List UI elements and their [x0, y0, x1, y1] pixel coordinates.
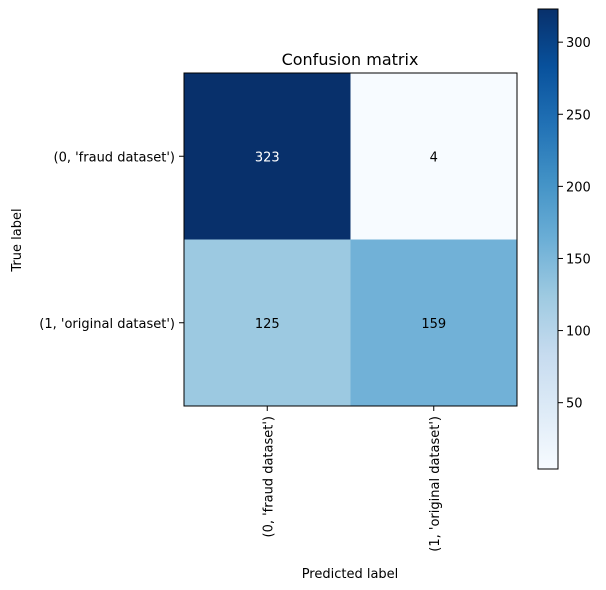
- cell-value-r1-c0: 125: [255, 317, 280, 332]
- y-tick-label: (0, 'fraud dataset'): [54, 150, 176, 165]
- chart-title: Confusion matrix: [282, 50, 419, 69]
- colorbar: [537, 8, 559, 470]
- y-axis-title: True label: [10, 208, 25, 272]
- heatmap-cell-r1-c1: [350, 239, 517, 406]
- colorbar-tick-label: 100: [566, 325, 591, 340]
- x-axis-title: Predicted label: [302, 567, 399, 582]
- heatmap-cell-r0-c0: [184, 73, 351, 240]
- cell-value-r0-c0: 323: [255, 150, 280, 165]
- heatmap-cells: [184, 73, 517, 406]
- colorbar-tick-label: 300: [566, 36, 591, 51]
- colorbar-tick-label: 200: [566, 180, 591, 195]
- cell-value-r0-c1: 4: [430, 150, 438, 165]
- y-tick-label: (1, 'original dataset'): [39, 317, 175, 332]
- x-tick-label: (0, 'fraud dataset'): [261, 416, 276, 538]
- x-ticks: (0, 'fraud dataset') (1, 'original datase…: [261, 406, 443, 552]
- heatmap-cell-r0-c1: [350, 73, 517, 240]
- y-ticks: (0, 'fraud dataset') (1, 'original datase…: [39, 150, 184, 332]
- colorbar-tick-label: 250: [566, 108, 591, 123]
- colorbar-tick-label: 150: [566, 252, 591, 267]
- x-tick-label: (1, 'original dataset'): [428, 416, 443, 552]
- cell-labels: 323 4 125 159: [255, 150, 446, 332]
- cell-value-r1-c1: 159: [421, 317, 446, 332]
- colorbar-ticks: 50 100 150 200 250 300: [558, 36, 591, 412]
- colorbar-tick-label: 50: [566, 397, 583, 412]
- heatmap-cell-r1-c0: [184, 239, 351, 406]
- plot-frame: [183, 72, 518, 407]
